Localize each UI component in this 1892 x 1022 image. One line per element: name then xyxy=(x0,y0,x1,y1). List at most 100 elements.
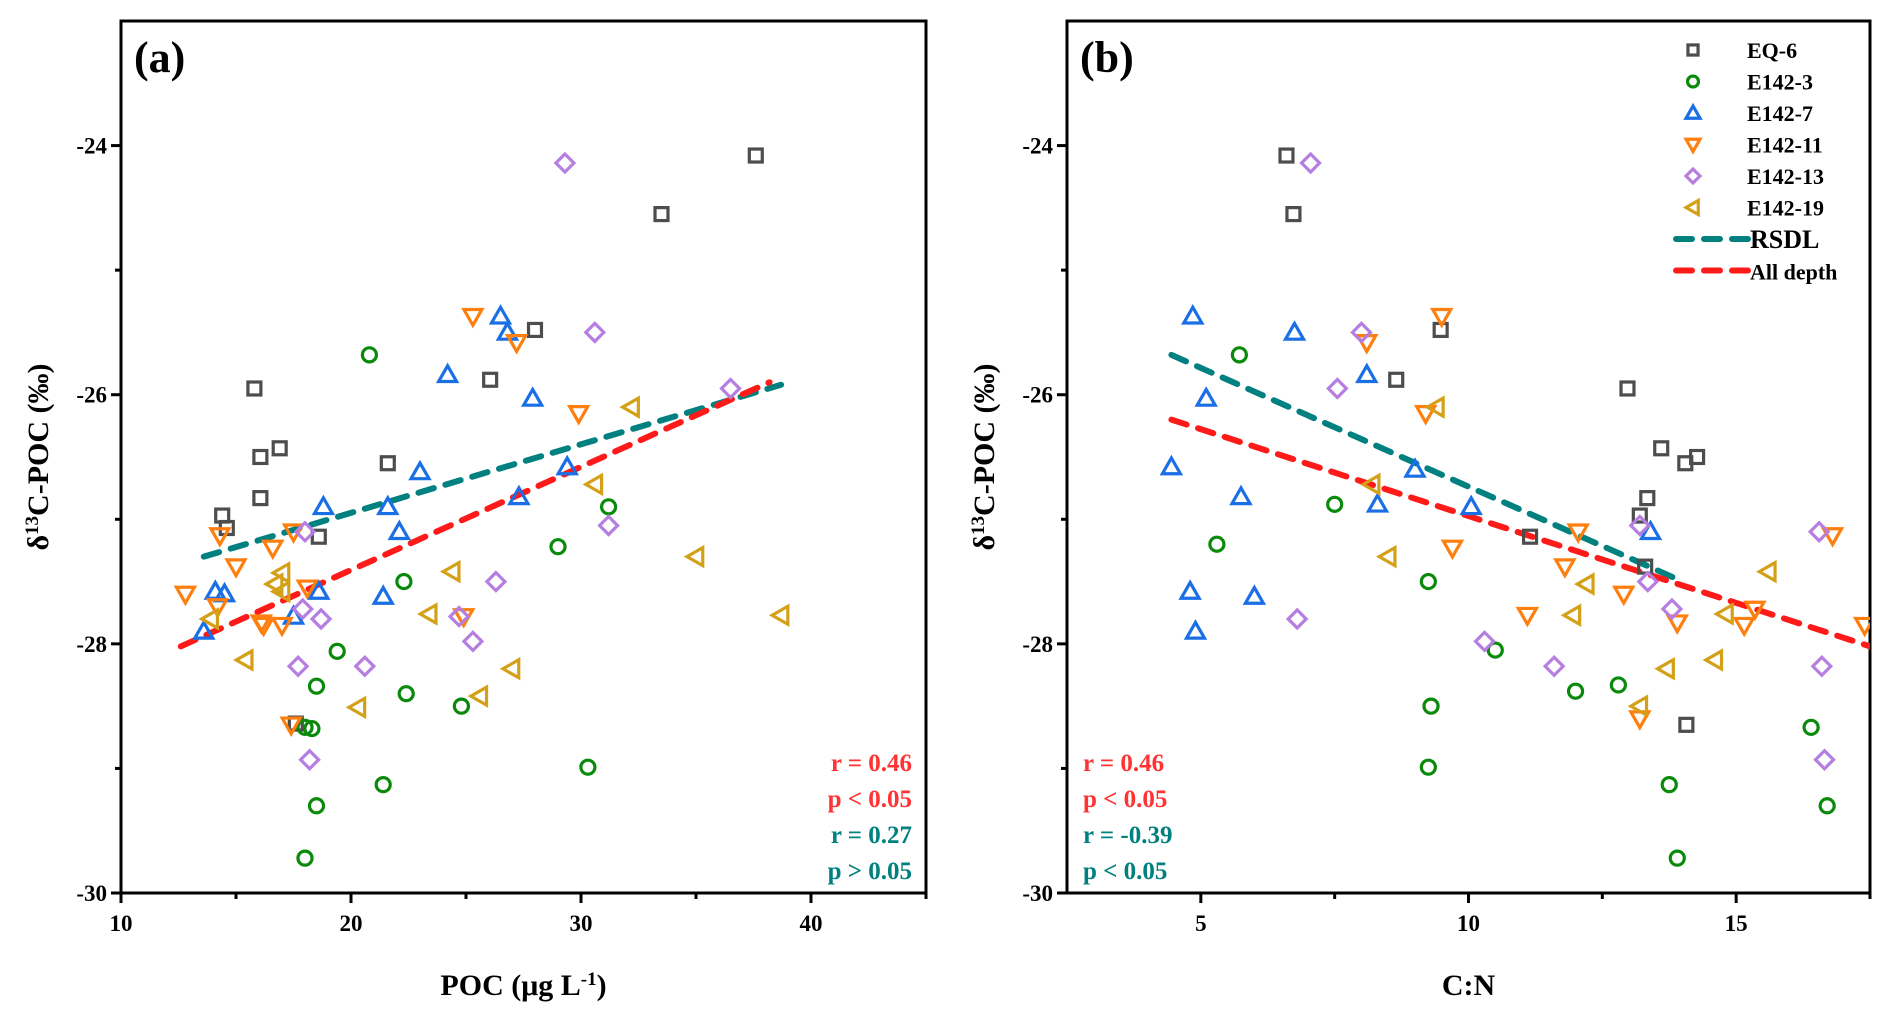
x-tick-label: 20 xyxy=(340,911,363,936)
data-point xyxy=(232,648,254,672)
data-point xyxy=(1285,206,1302,223)
data-point xyxy=(1818,797,1836,815)
legend-item: All depth xyxy=(1673,260,1837,285)
data-point xyxy=(1807,520,1831,544)
data-point xyxy=(1403,457,1427,478)
data-point xyxy=(1609,676,1628,694)
data-point xyxy=(360,346,379,364)
data-point xyxy=(1183,619,1208,640)
data-point xyxy=(1636,570,1660,593)
legend-item: E142-13 xyxy=(1683,164,1824,189)
fit-line-rsdl xyxy=(200,381,785,560)
data-point xyxy=(504,334,529,355)
legend-label: E142-7 xyxy=(1747,101,1813,126)
fit-line-rsdl xyxy=(1168,351,1686,585)
data-point xyxy=(1424,395,1445,419)
data-point xyxy=(1282,320,1307,341)
data-point xyxy=(439,559,461,584)
legend-item: RSDL xyxy=(1673,225,1819,254)
data-point xyxy=(488,304,513,325)
data-point xyxy=(1639,490,1656,507)
data-point xyxy=(499,657,521,681)
data-point xyxy=(1365,492,1390,513)
series-e142-7 xyxy=(1159,304,1663,640)
data-point xyxy=(1660,776,1678,794)
fit-line-all-depth xyxy=(177,379,773,650)
x-tick-label: 15 xyxy=(1725,911,1748,936)
data-point xyxy=(192,619,216,640)
stat-text: p < 0.05 xyxy=(1083,786,1167,813)
data-point xyxy=(374,776,392,794)
data-point xyxy=(293,520,317,544)
legend-label: All depth xyxy=(1750,260,1837,285)
data-point xyxy=(1820,527,1845,548)
data-point xyxy=(371,584,395,605)
data-point xyxy=(397,685,415,703)
panel-label: (b) xyxy=(1080,33,1134,82)
data-point xyxy=(262,572,284,596)
series-e142-11 xyxy=(173,307,591,738)
legend-item: E142-19 xyxy=(1682,196,1824,221)
legend-item: E142-11 xyxy=(1683,133,1823,158)
stat-text: r = 0.46 xyxy=(831,750,912,777)
data-point xyxy=(1631,507,1648,524)
data-point xyxy=(252,448,269,466)
x-axis-title: C:N xyxy=(1442,969,1496,1002)
data-point xyxy=(1242,584,1267,605)
data-point xyxy=(1810,655,1834,678)
data-point xyxy=(1278,147,1295,164)
data-point xyxy=(461,307,485,329)
data-point xyxy=(1515,606,1540,628)
legend-label: E142-3 xyxy=(1747,70,1813,95)
fit-lines xyxy=(1168,351,1870,650)
data-point xyxy=(261,539,285,561)
fit-line-all-depth xyxy=(1168,416,1870,650)
data-point xyxy=(1486,641,1504,659)
data-point xyxy=(482,371,499,388)
data-point xyxy=(555,454,579,476)
data-point xyxy=(270,616,294,638)
data-point xyxy=(1566,523,1591,544)
legend-label: E142-13 xyxy=(1747,164,1824,189)
data-point xyxy=(1802,718,1820,736)
data-point xyxy=(1611,585,1636,607)
data-point xyxy=(310,528,327,545)
y-tick-label: -28 xyxy=(1022,632,1053,657)
data-point xyxy=(553,151,577,175)
data-point xyxy=(1521,528,1539,545)
data-point xyxy=(353,655,377,678)
data-point xyxy=(1359,472,1381,497)
panel-b: 5 10 15 -30 -28 -26 -24 C:N δ13C-POC (‰) (b) r = 0… xyxy=(968,19,1872,1002)
legend-label: RSDL xyxy=(1750,225,1819,254)
data-point xyxy=(251,616,276,638)
data-point xyxy=(467,684,489,708)
stat-text: r = 0.27 xyxy=(831,822,912,849)
data-point xyxy=(582,472,604,497)
y-tick-label: -28 xyxy=(76,632,107,657)
data-point xyxy=(1852,616,1870,638)
data-point xyxy=(1459,494,1483,516)
data-point xyxy=(1473,630,1496,653)
legend-marker xyxy=(1682,197,1700,218)
data-point xyxy=(291,597,314,621)
data-point xyxy=(719,377,742,400)
data-point xyxy=(252,490,269,507)
data-point xyxy=(1350,321,1373,344)
data-point xyxy=(269,579,291,604)
data-point xyxy=(1732,616,1756,638)
legend-label: E142-11 xyxy=(1747,133,1823,158)
stats-annotation: r = 0.46 p < 0.05 r = 0.27 p > 0.05 xyxy=(828,750,912,885)
panel-label: (a) xyxy=(134,33,185,82)
y-axis-title: δ13C-POC (‰) xyxy=(968,363,1002,550)
data-point xyxy=(296,849,314,867)
data-point xyxy=(387,519,412,541)
data-point xyxy=(583,321,607,344)
data-point xyxy=(1181,304,1205,325)
y-tick-label: -26 xyxy=(76,383,107,408)
legend-item: E142-7 xyxy=(1683,101,1813,126)
data-point xyxy=(307,797,326,815)
data-point xyxy=(579,758,597,776)
stat-text: p < 0.05 xyxy=(1083,858,1167,885)
data-point xyxy=(1419,572,1437,591)
